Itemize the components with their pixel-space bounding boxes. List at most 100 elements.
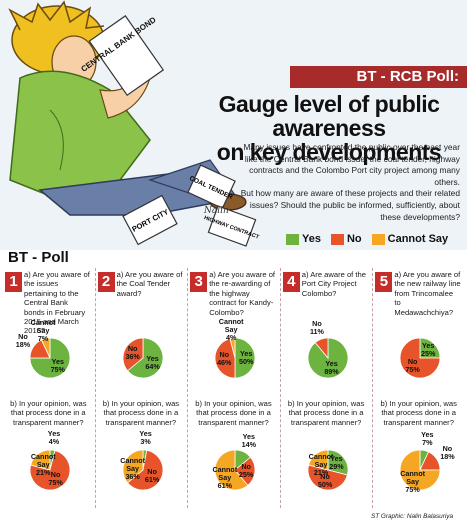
pie-slice-cannot-say [40, 337, 51, 359]
pie-label-name: Yes [146, 353, 159, 363]
pie-slice-cannot-say [122, 449, 143, 484]
pie-label-cannot-say: Cannot Say 75% [398, 468, 428, 494]
pie-slice-no [122, 337, 143, 372]
pie-label-value: 4% [48, 437, 60, 447]
poll-number-badge: 3 [190, 272, 208, 292]
pie-label-value: 64% [145, 361, 160, 371]
pie-slice-yes [29, 337, 71, 379]
pie-slice-no [307, 464, 348, 491]
pie-label-value: 50% [238, 357, 254, 366]
pie-chart-b [29, 449, 71, 491]
pie-label-yes: Yes 7% [415, 430, 439, 447]
legend-yes: Yes [286, 233, 321, 245]
pie-label-name: Cannot Say [308, 452, 334, 470]
pie-label-yes: Yes 29% [324, 455, 348, 471]
pie-label-name: Yes [51, 356, 64, 366]
pie-chart-b [214, 449, 256, 491]
pie-label-value: 21% [36, 468, 51, 478]
pie-label-name: Cannot Say [212, 464, 238, 482]
legend-cannot-say-swatch [371, 233, 385, 245]
pie-label-yes: Yes 75% [46, 356, 70, 374]
pie-label-value: 7% [422, 437, 433, 447]
poll-panel-5: 5 a) Are you aware of the new railway lin… [372, 268, 465, 508]
pie-label-value: 18% [440, 451, 455, 461]
pie-label-value: 18% [15, 339, 31, 349]
legend-yes-label: Yes [302, 233, 321, 245]
pie-label-no: No 75% [44, 471, 68, 487]
pie-slice-yes [307, 337, 349, 379]
artist-signature: Nalin [204, 206, 229, 216]
pie-label-no: No 11% [305, 318, 329, 336]
pie-slice-no [400, 337, 441, 379]
pie-label-value: 36% [125, 472, 140, 482]
pie-label-value: 61% [217, 480, 233, 490]
pie-label-value: 46% [217, 358, 232, 368]
poll-number-badge: 5 [375, 272, 393, 292]
pie-slice-yes [327, 449, 349, 476]
pie-label-value: 75% [48, 478, 63, 488]
pie-label-value: 21% [313, 468, 329, 478]
page-headline: Gauge level of public awareness on key d… [196, 92, 462, 164]
pie-label-name: Yes [47, 429, 61, 439]
pie-label-name: Yes [239, 349, 253, 358]
pie-label-name: Cannot Say [218, 317, 244, 335]
pie-label-value: 50% [317, 479, 333, 489]
poll-panel-1: 1 a) Are you aware of the issues pertaini… [2, 268, 96, 508]
pie-chart-a [214, 337, 256, 379]
pie-slice-cannot-say [400, 449, 441, 491]
pie-label-value: 29% [329, 462, 344, 472]
pie-label-cannot-say: Cannot Say 7% [28, 318, 58, 343]
man-reading-illustration: CENTRAL BANK BOND COAL TENDER PORT CITY … [8, 0, 260, 247]
pie-label-value: 3% [140, 437, 151, 447]
pie-chart-b [307, 449, 349, 491]
pie-label-value: 25% [238, 470, 254, 480]
question-b: b) In your opinion, was that process don… [10, 399, 87, 427]
poll-number-badge: 4 [282, 272, 300, 292]
legend-no-label: No [346, 233, 362, 245]
pie-label-no: No 18% [435, 444, 459, 461]
pie-label-cannot-say: Cannot Say 61% [210, 464, 240, 490]
question-a: a) Are you aware of the new railway line… [394, 270, 461, 317]
pie-label-value: 89% [324, 367, 339, 377]
question-b: b) In your opinion, was that process don… [287, 399, 365, 427]
pie-label-cannot-say: Cannot Say 21% [306, 453, 336, 477]
poll-number-badge: 2 [97, 272, 115, 292]
legend: Yes No Cannot Say [286, 232, 466, 246]
pie-label-value: 75% [405, 364, 420, 374]
question-b: b) In your opinion, was that process don… [195, 399, 272, 427]
intro-text: Many issues have confronted the public o… [232, 142, 460, 223]
headline-line-2: on key developments [216, 139, 442, 165]
legend-no: No [330, 233, 362, 245]
poll-number-badge: 1 [5, 272, 22, 292]
graphic-credit: ST Graphic: Nalin Balasuriya [370, 513, 453, 520]
intro-paragraph-1: Many issues have confronted the public o… [243, 142, 460, 187]
pie-label-name: Yes [242, 432, 255, 442]
pie-label-no: No 50% [313, 472, 337, 489]
pie-label-name: Yes [330, 454, 343, 464]
pie-label-yes: Yes 64% [141, 353, 165, 371]
legend-cannot-say: Cannot Say [371, 233, 449, 245]
pie-chart-b [400, 449, 441, 491]
pie-label-name: Yes [139, 429, 152, 439]
pie-label-name: Cannot Say [120, 456, 146, 474]
pie-chart-a [307, 337, 349, 379]
pie-label-name: No [312, 318, 322, 328]
pie-label-name: No [18, 331, 28, 341]
question-a: a) Are you aware of the re-awarding of t… [209, 270, 276, 317]
pie-label-name: Yes [325, 359, 338, 369]
legend-cannot-say-label: Cannot Say [387, 233, 449, 245]
pie-label-value: 25% [420, 349, 436, 359]
pie-slice-no [126, 449, 163, 491]
question-b: b) In your opinion, was that process don… [102, 399, 180, 427]
pie-label-value: 14% [241, 440, 256, 450]
pie-slice-yes [126, 337, 163, 379]
poll-panel-3: 3 a) Are you aware of the re-awarding of … [187, 268, 281, 508]
pie-label-value: 11% [309, 326, 324, 336]
pie-label-name: Cannot Say [400, 468, 425, 486]
pie-slice-cannot-say [214, 449, 249, 491]
pie-label-value: 7% [37, 333, 49, 343]
question-a: a) Are you aware of the Coal Tender awar… [116, 270, 183, 298]
pie-label-name: No [147, 466, 157, 476]
section-title: BT - Poll [8, 249, 69, 266]
